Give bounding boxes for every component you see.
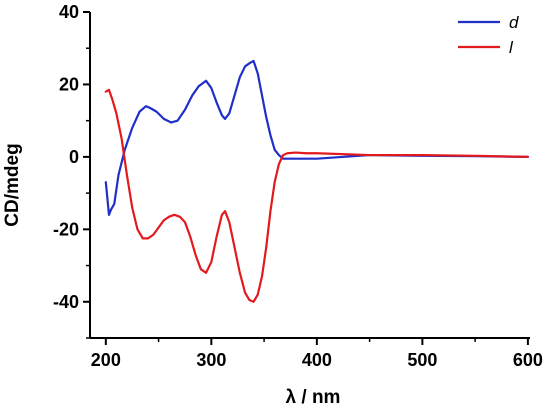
y-tick-label: -40	[53, 292, 79, 312]
y-tick-label: -20	[53, 219, 79, 239]
axes-layer	[89, 12, 530, 339]
y-tick-label: 40	[59, 2, 79, 22]
y-axis-title: CD/mdeg	[2, 143, 23, 226]
y-tick-label: 0	[69, 147, 79, 167]
x-tick-label: 600	[513, 350, 543, 370]
legend-label-l: l	[509, 38, 514, 57]
series-line-d	[104, 59, 529, 216]
x-tick-label: 200	[91, 350, 121, 370]
ticks-layer: -40 -20 0 20 40 200 300 400 500 600	[53, 2, 543, 370]
legend: dl	[458, 13, 519, 57]
x-tick-label: 500	[407, 350, 437, 370]
series-line-l	[104, 88, 529, 303]
series-layer	[104, 59, 529, 303]
x-tick-label: 300	[196, 350, 226, 370]
y-tick-label: 20	[59, 74, 79, 94]
x-tick-label: 400	[302, 350, 332, 370]
x-axis-title: λ / nm	[286, 387, 341, 408]
legend-label-d: d	[509, 13, 519, 32]
